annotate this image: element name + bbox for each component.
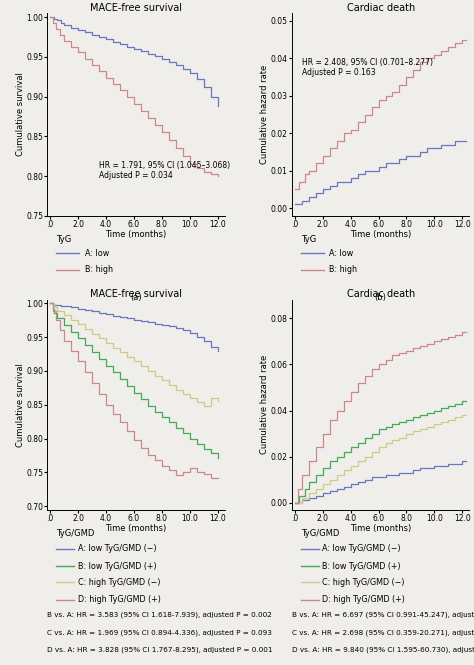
Y-axis label: Cumulative survival: Cumulative survival	[16, 363, 25, 447]
Text: B vs. A: HR = 6.697 (95% CI 0.991-45.247), adjusted P = 0.051: B vs. A: HR = 6.697 (95% CI 0.991-45.247…	[292, 612, 474, 618]
Title: MACE-free survival: MACE-free survival	[90, 3, 182, 13]
Text: TyG: TyG	[56, 235, 72, 244]
Text: A: low: A: low	[329, 249, 354, 258]
Text: D: high TyG/GMD (+): D: high TyG/GMD (+)	[322, 595, 405, 604]
Text: B: high: B: high	[329, 265, 357, 274]
Text: D vs. A: HR = 9.840 (95% CI 1.595-60.730), adjusted P = 0.014: D vs. A: HR = 9.840 (95% CI 1.595-60.730…	[292, 646, 474, 653]
Title: Cardiac death: Cardiac death	[346, 289, 415, 299]
Text: (a): (a)	[130, 293, 142, 302]
Text: C vs. A: HR = 2.698 (95% CI 0.359-20.271), adjusted P = 0.335: C vs. A: HR = 2.698 (95% CI 0.359-20.271…	[292, 629, 474, 636]
Text: A: low: A: low	[85, 249, 109, 258]
X-axis label: Time (months): Time (months)	[350, 230, 411, 239]
Text: (b): (b)	[374, 293, 387, 302]
Text: A: low TyG/GMD (−): A: low TyG/GMD (−)	[322, 544, 401, 553]
Y-axis label: Cumulative hazard rate: Cumulative hazard rate	[260, 65, 269, 164]
Text: HR = 2.408, 95% CI (0.701–8.277)
Adjusted P = 0.163: HR = 2.408, 95% CI (0.701–8.277) Adjuste…	[302, 58, 433, 77]
Text: TyG/GMD: TyG/GMD	[301, 529, 339, 537]
Text: B: low TyG/GMD (+): B: low TyG/GMD (+)	[78, 561, 156, 571]
Text: D vs. A: HR = 3.828 (95% CI 1.767-8.295), adjusted P = 0.001: D vs. A: HR = 3.828 (95% CI 1.767-8.295)…	[47, 646, 273, 653]
Title: MACE-free survival: MACE-free survival	[90, 289, 182, 299]
Y-axis label: Cumulative hazard rate: Cumulative hazard rate	[260, 355, 269, 454]
Y-axis label: Cumulative survival: Cumulative survival	[16, 72, 25, 156]
Text: C vs. A: HR = 1.969 (95% CI 0.894-4.336), adjusted P = 0.093: C vs. A: HR = 1.969 (95% CI 0.894-4.336)…	[47, 629, 272, 636]
Text: D: high TyG/GMD (+): D: high TyG/GMD (+)	[78, 595, 160, 604]
Text: B vs. A: HR = 3.583 (95% CI 1.618-7.939), adjusted P = 0.002: B vs. A: HR = 3.583 (95% CI 1.618-7.939)…	[47, 612, 272, 618]
Text: TyG: TyG	[301, 235, 316, 244]
Text: C: high TyG/GMD (−): C: high TyG/GMD (−)	[78, 578, 160, 587]
X-axis label: Time (months): Time (months)	[350, 524, 411, 533]
Text: HR = 1.791, 95% CI (1.045–3.068)
Adjusted P = 0.034: HR = 1.791, 95% CI (1.045–3.068) Adjuste…	[99, 161, 230, 180]
Text: B: low TyG/GMD (+): B: low TyG/GMD (+)	[322, 561, 401, 571]
Text: TyG/GMD: TyG/GMD	[56, 529, 95, 537]
Title: Cardiac death: Cardiac death	[346, 3, 415, 13]
Text: C: high TyG/GMD (−): C: high TyG/GMD (−)	[322, 578, 405, 587]
Text: A: low TyG/GMD (−): A: low TyG/GMD (−)	[78, 544, 156, 553]
Text: B: high: B: high	[85, 265, 113, 274]
X-axis label: Time (months): Time (months)	[105, 524, 167, 533]
X-axis label: Time (months): Time (months)	[105, 230, 167, 239]
